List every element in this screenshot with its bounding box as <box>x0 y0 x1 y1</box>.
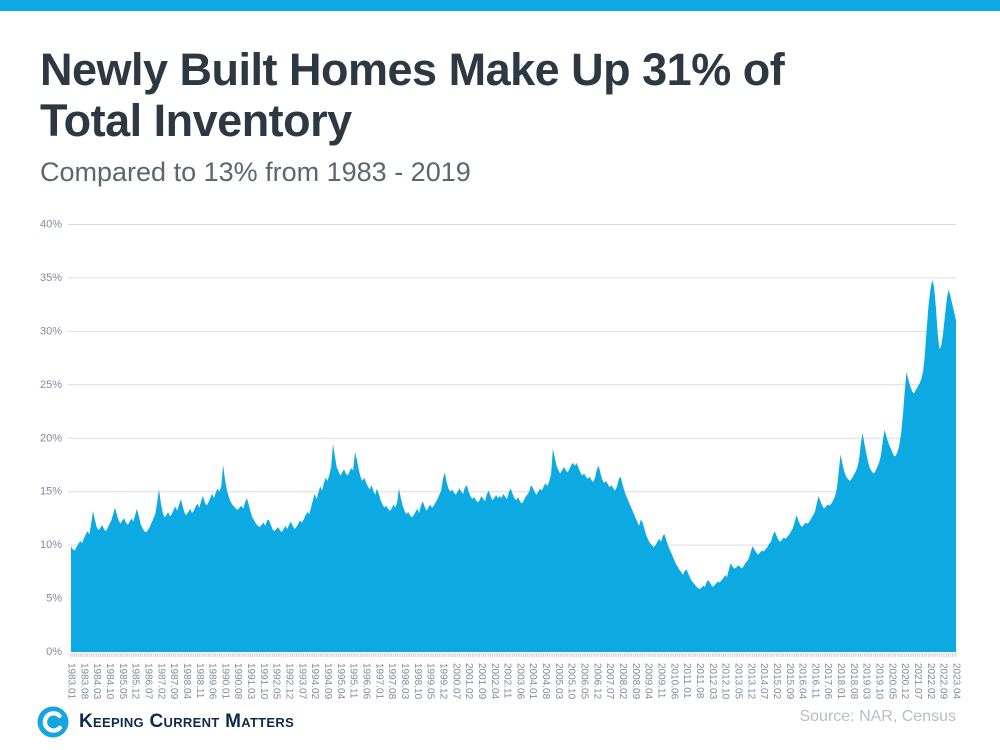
svg-text:2022.09: 2022.09 <box>938 663 949 700</box>
page-subtitle: Compared to 13% from 1983 - 2019 <box>40 157 471 187</box>
svg-text:1997.08: 1997.08 <box>386 663 397 700</box>
chart-canvas: 0% 5% 10% 15% 20% 25% 30% 35% 40% 1983.01 1983.08… <box>40 219 962 700</box>
svg-text:1998.03: 1998.03 <box>399 663 410 700</box>
svg-text:1992.12: 1992.12 <box>284 663 295 700</box>
svg-text:1983.08: 1983.08 <box>78 663 89 700</box>
svg-text:2009.11: 2009.11 <box>656 663 667 699</box>
svg-text:2002.11: 2002.11 <box>502 663 513 699</box>
svg-text:1990.01: 1990.01 <box>219 663 230 700</box>
brand-name: Keeping Current Matters <box>79 711 295 732</box>
svg-text:20%: 20% <box>40 432 62 444</box>
svg-text:5%: 5% <box>46 593 62 605</box>
svg-text:1998.10: 1998.10 <box>412 663 423 700</box>
svg-text:1996.06: 1996.06 <box>361 663 372 700</box>
svg-text:2004.01: 2004.01 <box>527 663 538 700</box>
svg-text:15%: 15% <box>40 486 62 498</box>
svg-text:25%: 25% <box>40 379 62 391</box>
svg-text:2006.12: 2006.12 <box>591 663 602 700</box>
page-title: Newly Built Homes Make Up 31% of Total In… <box>40 44 920 146</box>
svg-text:1993.07: 1993.07 <box>296 663 307 700</box>
svg-text:1997.01: 1997.01 <box>373 663 384 700</box>
svg-text:2011.01: 2011.01 <box>681 663 692 699</box>
svg-text:2006.05: 2006.05 <box>579 663 590 700</box>
svg-text:10%: 10% <box>40 539 62 551</box>
svg-text:2002.04: 2002.04 <box>489 663 500 700</box>
svg-text:1992.05: 1992.05 <box>271 663 282 700</box>
svg-text:0%: 0% <box>46 646 62 658</box>
top-accent-bar <box>0 0 1000 11</box>
svg-text:2014.07: 2014.07 <box>758 663 769 700</box>
svg-text:1994.09: 1994.09 <box>322 663 333 700</box>
svg-text:2015.02: 2015.02 <box>771 663 782 700</box>
svg-text:2008.02: 2008.02 <box>617 663 628 700</box>
svg-text:2013.12: 2013.12 <box>745 663 756 700</box>
svg-text:2015.09: 2015.09 <box>784 663 795 700</box>
brand-lockup: Keeping Current Matters <box>37 706 294 738</box>
svg-text:40%: 40% <box>40 219 62 231</box>
svg-text:2012.03: 2012.03 <box>707 663 718 700</box>
svg-text:1987.09: 1987.09 <box>168 663 179 700</box>
svg-text:1995.04: 1995.04 <box>335 663 346 700</box>
page-title-line1: Newly Built Homes Make Up 31% of <box>40 44 785 95</box>
svg-text:2023.04: 2023.04 <box>951 663 962 700</box>
svg-text:1999.12: 1999.12 <box>438 663 449 700</box>
svg-text:2011.08: 2011.08 <box>694 663 705 699</box>
svg-text:2004.08: 2004.08 <box>540 663 551 700</box>
svg-text:1991.10: 1991.10 <box>258 663 269 700</box>
y-axis-labels: 0% 5% 10% 15% 20% 25% 30% 35% 40% <box>40 219 62 659</box>
svg-text:2001.02: 2001.02 <box>463 663 474 700</box>
svg-text:1985.12: 1985.12 <box>130 663 141 700</box>
svg-text:2017.06: 2017.06 <box>822 663 833 700</box>
source-credit: Source: NAR, Census <box>799 708 956 725</box>
svg-text:2005.10: 2005.10 <box>566 663 577 700</box>
inventory-area-chart: 0% 5% 10% 15% 20% 25% 30% 35% 40% 1983.01 1983.08… <box>0 205 1000 705</box>
svg-text:2003.06: 2003.06 <box>514 663 525 700</box>
svg-text:35%: 35% <box>40 272 62 284</box>
svg-text:2010.06: 2010.06 <box>668 663 679 700</box>
svg-text:1991.03: 1991.03 <box>245 663 256 700</box>
svg-text:1984.03: 1984.03 <box>91 663 102 700</box>
svg-text:1984.10: 1984.10 <box>104 663 115 700</box>
svg-text:2007.07: 2007.07 <box>604 663 615 700</box>
svg-text:2021.07: 2021.07 <box>912 663 923 700</box>
page-title-line2: Total Inventory <box>40 95 352 146</box>
svg-text:2001.09: 2001.09 <box>476 663 487 700</box>
svg-text:2019.03: 2019.03 <box>861 663 872 700</box>
svg-text:1988.04: 1988.04 <box>181 663 192 700</box>
svg-text:1994.02: 1994.02 <box>309 663 320 700</box>
x-axis-labels: 1983.01 1983.08 1984.03 1984.10 1985.05 1985.… <box>66 663 962 700</box>
svg-text:1995.11: 1995.11 <box>348 663 359 699</box>
svg-text:2020.05: 2020.05 <box>886 663 897 700</box>
svg-text:2022.02: 2022.02 <box>925 663 936 700</box>
svg-text:1999.05: 1999.05 <box>425 663 436 700</box>
area-series <box>71 280 956 652</box>
svg-text:2009.04: 2009.04 <box>643 663 654 700</box>
svg-text:1988.11: 1988.11 <box>194 663 205 699</box>
x-axis-ticks <box>70 653 957 657</box>
svg-text:1990.08: 1990.08 <box>232 663 243 700</box>
svg-text:2019.10: 2019.10 <box>874 663 885 700</box>
svg-text:2018.08: 2018.08 <box>848 663 859 700</box>
kcm-logo-icon <box>37 706 69 738</box>
svg-text:2013.05: 2013.05 <box>733 663 744 700</box>
svg-text:1989.06: 1989.06 <box>207 663 218 700</box>
svg-text:2005.03: 2005.03 <box>553 663 564 700</box>
svg-text:2020.12: 2020.12 <box>899 663 910 700</box>
svg-text:2016.04: 2016.04 <box>797 663 808 700</box>
svg-text:2012.10: 2012.10 <box>720 663 731 700</box>
svg-text:1986.07: 1986.07 <box>143 663 154 700</box>
svg-text:1985.05: 1985.05 <box>117 663 128 700</box>
svg-text:2016.11: 2016.11 <box>809 663 820 699</box>
svg-text:2008.09: 2008.09 <box>630 663 641 700</box>
svg-text:1987.02: 1987.02 <box>155 663 166 700</box>
svg-text:1983.01: 1983.01 <box>66 663 77 700</box>
svg-text:2000.07: 2000.07 <box>450 663 461 700</box>
svg-text:2018.01: 2018.01 <box>835 663 846 700</box>
svg-text:30%: 30% <box>40 325 62 337</box>
